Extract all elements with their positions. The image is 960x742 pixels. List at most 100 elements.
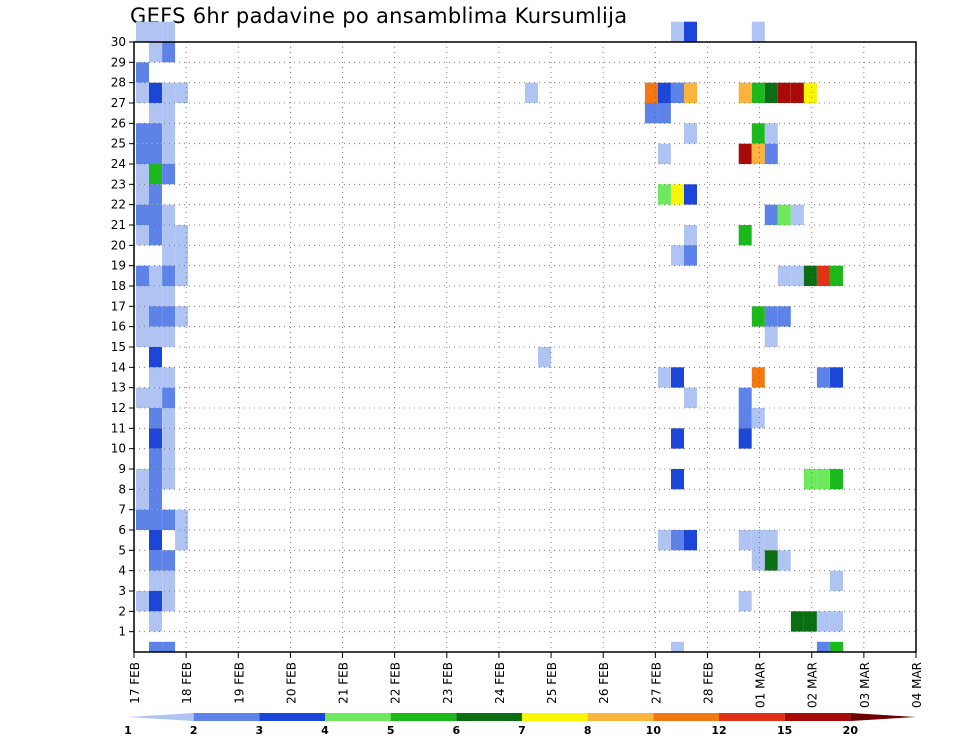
heatmap-cell (136, 387, 149, 408)
y-tick-label: 12 (111, 401, 126, 415)
heatmap-cell (149, 42, 162, 63)
heatmap-cell (162, 408, 176, 429)
y-tick-label: 10 (111, 442, 126, 456)
heatmap-cell (149, 550, 162, 571)
heatmap-cell (777, 82, 791, 103)
x-tick-label: 17 FEB (128, 662, 142, 704)
heatmap-cell (175, 509, 189, 530)
heatmap-cell (162, 326, 176, 347)
heatmap-cell (816, 265, 830, 286)
x-tick-label: 26 FEB (597, 662, 611, 704)
heatmap-cell (816, 367, 830, 388)
heatmap-cell (684, 387, 697, 408)
x-tick-label: 02 MAR (806, 662, 820, 708)
heatmap-cell (751, 367, 765, 388)
heatmap-cell (149, 641, 162, 652)
heatmap-cell (830, 611, 843, 632)
heatmap-cell (803, 265, 817, 286)
heatmap-cell (175, 306, 189, 327)
y-tick-label: 20 (111, 238, 126, 252)
y-tick-label: 11 (111, 421, 126, 435)
x-tick-label: 28 FEB (701, 662, 715, 704)
heatmap-cell (816, 611, 830, 632)
heatmap-cell (803, 611, 817, 632)
legend-swatch (522, 713, 588, 721)
legend-label: 12 (711, 724, 726, 737)
legend-swatch (719, 713, 785, 721)
y-tick-label: 14 (111, 360, 126, 374)
legend-swatch (850, 713, 916, 721)
heatmap-cell (162, 448, 176, 469)
heatmap-cell (525, 82, 538, 103)
legend-label: 10 (646, 724, 662, 737)
heatmap-cell (684, 530, 697, 551)
y-tick-label: 21 (111, 218, 126, 232)
heatmap-cell (777, 550, 791, 571)
heatmap-cell (751, 143, 765, 164)
heatmap-cell (175, 225, 189, 246)
x-tick-label: 19 FEB (232, 662, 246, 704)
heatmap-cell (738, 143, 752, 164)
heatmap-cell (149, 164, 162, 185)
heatmap-cell (149, 103, 162, 124)
y-tick-label: 5 (118, 543, 126, 557)
heatmap-cell (149, 367, 162, 388)
y-tick-label: 2 (118, 604, 126, 618)
heatmap-cell (684, 225, 697, 246)
x-tick-label: 01 MAR (754, 662, 768, 708)
heatmap-cell (136, 286, 149, 307)
heatmap-cell (803, 82, 817, 103)
heatmap-cell (136, 469, 149, 490)
heatmap-cell (149, 286, 162, 307)
y-tick-label: 19 (111, 259, 126, 273)
heatmap-cell (162, 164, 176, 185)
y-tick-label: 27 (111, 96, 126, 110)
heatmap-cell (162, 143, 176, 164)
heatmap-cell (162, 306, 176, 327)
chart-title: GEFS 6hr padavine po ansamblima Kursumli… (130, 4, 628, 28)
x-tick-label: 18 FEB (180, 662, 194, 704)
y-tick-label: 16 (111, 320, 126, 334)
legend-label: 5 (387, 724, 395, 737)
heatmap-cell (136, 591, 149, 612)
heatmap-cell (790, 82, 804, 103)
heatmap-cell (684, 21, 697, 42)
heatmap-cell (136, 306, 149, 327)
legend-label: 4 (321, 724, 329, 737)
heatmap-cell (149, 428, 162, 449)
x-tick-label: 25 FEB (545, 662, 559, 704)
heatmap-cell (162, 367, 176, 388)
legend-label: 20 (843, 724, 859, 737)
heatmap-cell (162, 103, 176, 124)
heatmap-cell (816, 469, 830, 490)
heatmap-cell (162, 204, 176, 225)
y-tick-label: 4 (118, 564, 126, 578)
color-legend: 1 2 3 4 5 6 7 8 10 12 15 20 (124, 713, 916, 737)
heatmap-cell (830, 641, 843, 652)
x-tick-label: 20 FEB (284, 662, 298, 704)
heatmap-cell (764, 204, 778, 225)
y-tick-label: 15 (111, 340, 126, 354)
heatmap-cell (136, 123, 149, 144)
heatmap-cell (175, 530, 189, 551)
heatmap-cell (149, 326, 162, 347)
y-tick-label: 29 (111, 55, 126, 69)
heatmap-cell (671, 641, 684, 652)
y-tick-label: 23 (111, 177, 126, 191)
heatmap-cell (136, 489, 149, 510)
heatmap-cell (149, 469, 162, 490)
y-axis: 1234567891011121314151617181920212223242… (111, 35, 134, 639)
x-tick-label: 21 FEB (337, 662, 351, 704)
heatmap-cell (162, 123, 176, 144)
legend-swatch (193, 713, 260, 721)
heatmap-cell (162, 641, 176, 652)
heatmap-cell (149, 448, 162, 469)
heatmap-cell (738, 82, 752, 103)
heatmap-cells (136, 21, 843, 652)
heatmap-cell (751, 408, 765, 429)
legend-label: 7 (518, 724, 526, 737)
y-tick-label: 8 (118, 482, 126, 496)
legend-label: 2 (190, 724, 198, 737)
heatmap-cell (671, 82, 684, 103)
